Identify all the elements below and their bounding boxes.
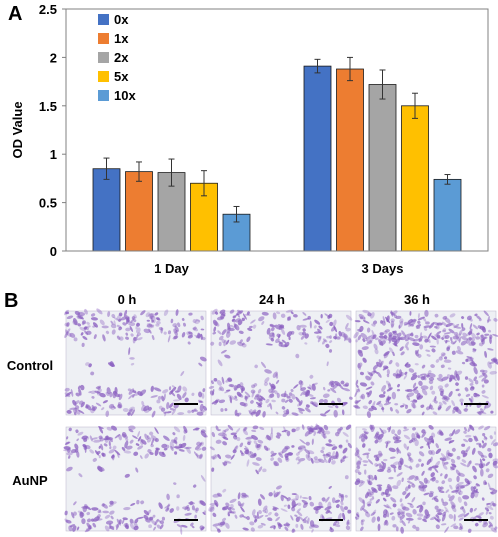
legend-swatch-1x — [98, 33, 109, 44]
plot-frame — [65, 8, 489, 252]
scale-bar — [319, 403, 343, 405]
row-label-aunp: AuNP — [12, 473, 48, 488]
col-label-36h: 36 h — [404, 292, 430, 307]
scale-bar — [174, 403, 198, 405]
bar-1x-0 — [125, 171, 153, 252]
micrograph-AuNP-0 h — [63, 425, 208, 535]
y-tick-label: 1 — [50, 147, 57, 162]
scale-bar — [319, 519, 343, 521]
bar-0x-0 — [92, 168, 121, 252]
y-tick-label: 0 — [50, 244, 57, 259]
col-label-0h: 0 h — [118, 292, 137, 307]
scale-bar — [464, 403, 488, 405]
legend: 0x 1x 2x 5x 10x — [98, 12, 136, 103]
legend-label-2x: 2x — [114, 50, 129, 65]
bar-1x-1 — [336, 68, 364, 252]
x-axis: 1 Day 3 Days — [154, 261, 403, 276]
micrograph-Control-0 h — [63, 308, 207, 418]
x-category-label: 3 Days — [362, 261, 404, 276]
micrograph-Control-24 h — [208, 308, 353, 418]
legend-swatch-5x — [98, 71, 109, 82]
legend-swatch-10x — [98, 90, 109, 101]
y-tick-label: 1.5 — [39, 99, 57, 114]
micrograph-Control-36 h — [353, 309, 498, 418]
legend-label-10x: 10x — [114, 88, 136, 103]
legend-swatch-2x — [98, 52, 109, 63]
y-tick-label: 0.5 — [39, 196, 57, 211]
micrograph-grid: 0 h 24 h 36 h Control AuNP — [7, 292, 498, 535]
x-category-label: 1 Day — [154, 261, 189, 276]
legend-swatch-0x — [98, 14, 109, 25]
row-label-control: Control — [7, 358, 53, 373]
bar-chart: OD Value 0 0.5 1 1.5 2 2.5 1 Day 3 Days 0x 1x 2x… — [10, 2, 489, 276]
bar-5x-1 — [401, 105, 429, 252]
legend-label-1x: 1x — [114, 31, 129, 46]
panel-a-label: A — [8, 3, 22, 25]
y-tick-label: 2.5 — [39, 2, 57, 17]
bar-0x-1 — [303, 65, 332, 252]
bar-2x-1 — [368, 84, 397, 252]
scale-bar — [174, 519, 198, 521]
bar-10x-1 — [433, 178, 462, 252]
scale-bar — [464, 519, 488, 521]
micrograph-AuNP-36 h — [354, 424, 498, 534]
legend-label-0x: 0x — [114, 12, 129, 27]
micrograph-AuNP-24 h — [208, 423, 352, 533]
y-axis: 0 0.5 1 1.5 2 2.5 — [39, 2, 66, 259]
y-axis-title: OD Value — [10, 101, 25, 158]
legend-label-5x: 5x — [114, 69, 129, 84]
bars — [92, 56, 462, 252]
panel-b-label: B — [4, 290, 18, 312]
col-label-24h: 24 h — [259, 292, 285, 307]
y-tick-label: 2 — [50, 50, 57, 65]
